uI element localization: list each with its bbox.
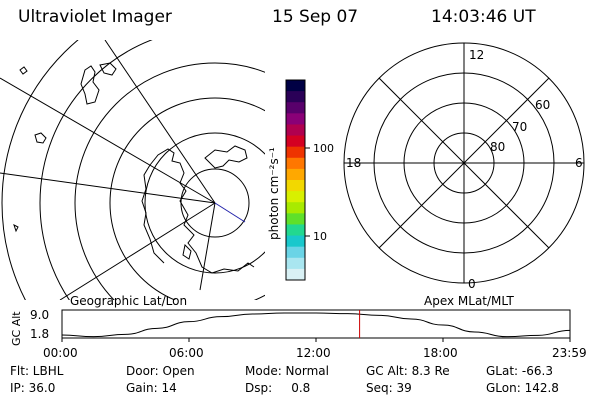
xtick-label: 23:59 [552, 346, 587, 360]
colorbar-stripe [286, 180, 305, 192]
coastline [34, 132, 47, 144]
mlt-label-bottom: 0 [468, 277, 476, 291]
status-door: Door: Open [126, 364, 195, 378]
xtick-label: 00:00 [43, 346, 78, 360]
coastline [141, 164, 165, 264]
colorbar-stripe [286, 124, 305, 137]
status-dsp: Dsp: 0.8 [245, 381, 311, 395]
colorbar-stripe [286, 246, 305, 259]
colorbar-stripe [286, 213, 305, 225]
lat-circle [39, 40, 153, 300]
coastline [204, 145, 248, 169]
colorbar-stripe [286, 191, 305, 203]
xtick-label: 12:00 [296, 346, 331, 360]
status-glat: GLat: -66.3 [486, 364, 553, 378]
lat-circle [74, 62, 265, 300]
status-seq: Seq: 39 [366, 381, 412, 395]
mlt-line [378, 77, 550, 249]
colorbar-stripe [286, 168, 305, 181]
colorbar-stripe [286, 235, 305, 248]
coastline [99, 62, 117, 76]
lat-label-80: 80 [490, 140, 505, 154]
meridian-line [0, 172, 216, 204]
colorbar-stripe [286, 80, 305, 92]
meridian-line [214, 202, 246, 223]
status-glon: GLon: 142.8 [486, 381, 559, 395]
coastline [149, 148, 255, 274]
colorbar-stripe [286, 113, 305, 125]
colorbar-stripe [286, 91, 305, 103]
ytick-bottom: 1.8 [30, 327, 49, 341]
mlt-label-left: 18 [346, 156, 361, 170]
colorbar-stripe [286, 102, 305, 114]
time-label: 14:03:46 UT [431, 7, 536, 27]
status-gain: Gain: 14 [126, 381, 177, 395]
status-flt: Flt: LBHL [10, 364, 64, 378]
xtick-label: 06:00 [169, 346, 204, 360]
mlt-label-top: 12 [469, 48, 484, 62]
colorbar-stripe [286, 224, 305, 237]
geographic-label: Geographic Lat/Lon [70, 294, 188, 308]
colorbar-stripe [286, 157, 305, 170]
apex-label: Apex MLat/MLT [424, 294, 514, 308]
xtick-label: 18:00 [423, 346, 458, 360]
lat-label-70: 70 [512, 120, 527, 134]
coastline [19, 66, 28, 75]
status-mode: Mode: Normal [245, 364, 329, 378]
lat-circle [109, 97, 265, 300]
colorbar-stripe [286, 146, 305, 159]
colorbar-stripe [286, 202, 305, 214]
orbit-altitude-line [61, 312, 571, 338]
meridian-line [104, 40, 216, 204]
coastline [80, 65, 100, 105]
colorbar-stripe [286, 257, 305, 270]
lat-circle [1, 40, 79, 300]
colorbar-stripe [286, 268, 305, 281]
status-ip: IP: 36.0 [10, 381, 56, 395]
colorbar-tick-10: 10 [313, 230, 327, 243]
meridian-line [59, 202, 216, 300]
coastline [182, 243, 192, 260]
status-gc-alt: GC Alt: 8.3 Re [366, 364, 450, 378]
colorbar-unit-label: photon cm⁻²s⁻¹ [267, 147, 281, 240]
lat-label-60: 60 [535, 98, 550, 112]
colorbar-tick-100: 100 [313, 142, 334, 155]
meridian-line [0, 77, 216, 204]
ytick-top: 9.0 [30, 308, 49, 322]
meridian-line [199, 202, 216, 291]
ylabel: GC Alt [10, 311, 23, 346]
app-title: Ultraviolet Imager [18, 7, 172, 27]
date-label: 15 Sep 07 [272, 7, 359, 27]
colorbar-stripe [286, 135, 305, 148]
mlt-label-right: 6 [575, 156, 583, 170]
lat-circle [144, 132, 265, 274]
coastline [13, 224, 19, 233]
